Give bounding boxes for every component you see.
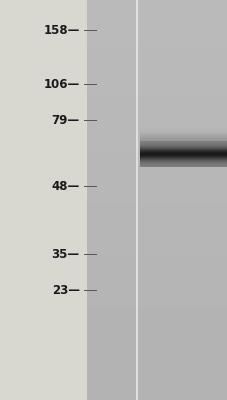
Text: 48—: 48— (51, 180, 79, 192)
Text: 106—: 106— (43, 78, 79, 90)
Text: 79—: 79— (52, 114, 79, 126)
Text: 158—: 158— (43, 24, 79, 36)
Bar (0, 0, 86, 400)
Text: 35—: 35— (52, 248, 79, 260)
Text: 23—: 23— (52, 284, 79, 296)
